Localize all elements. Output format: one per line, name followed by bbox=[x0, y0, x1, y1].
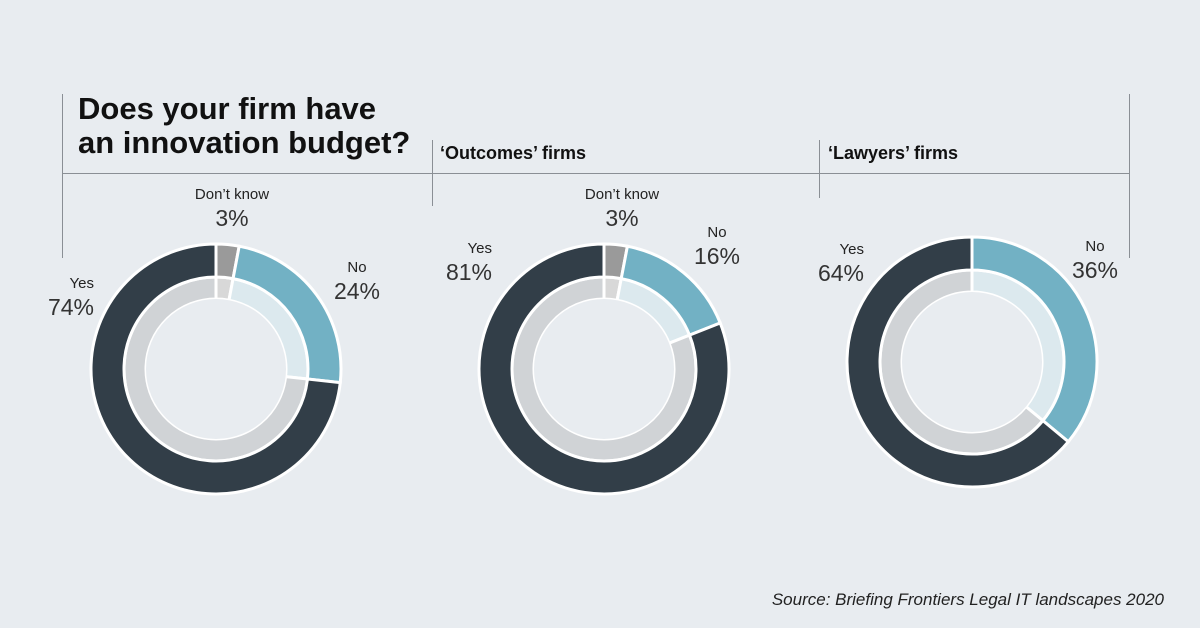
label-all-no-pct: 24% bbox=[333, 278, 381, 304]
label-lawyers-yes-pct: 64% bbox=[817, 260, 864, 286]
chart-title: Does your firm have an innovation budget… bbox=[78, 92, 410, 160]
subtitle-lawyers: ‘Lawyers’ firms bbox=[828, 143, 959, 163]
donut-hole bbox=[902, 292, 1042, 432]
divider-left-vertical bbox=[62, 94, 63, 258]
label-all-dont-know-pct: 3% bbox=[215, 205, 249, 231]
label-all-no-name: No bbox=[347, 259, 367, 276]
divider-right-vertical bbox=[819, 140, 820, 198]
label-outcomes-no-pct: 16% bbox=[693, 243, 741, 269]
subtitle-outcomes: ‘Outcomes’ firms bbox=[440, 143, 587, 163]
label-all-dont-know: Don’t know 3% bbox=[172, 186, 292, 232]
divider-far-right-vertical bbox=[1129, 94, 1130, 258]
label-outcomes-dont-know: Don’t know 3% bbox=[560, 186, 684, 232]
label-outcomes-no-name: No bbox=[707, 224, 727, 241]
label-all-yes: Yes 74% bbox=[30, 275, 94, 321]
label-lawyers-no-pct: 36% bbox=[1071, 257, 1119, 283]
label-outcomes-yes: Yes 81% bbox=[424, 240, 492, 286]
label-lawyers-yes-name: Yes bbox=[839, 241, 864, 258]
donut-hole bbox=[146, 299, 286, 439]
divider-middle-vertical bbox=[432, 140, 433, 206]
donut-segment-yes bbox=[845, 235, 1071, 489]
label-outcomes-no: No 16% bbox=[682, 224, 752, 270]
donut-hole bbox=[534, 299, 674, 439]
label-outcomes-dont-know-name: Don’t know bbox=[584, 186, 660, 203]
label-all-no: No 24% bbox=[322, 259, 392, 305]
chart-title-line-2: an innovation budget? bbox=[78, 125, 411, 160]
label-all-dont-know-name: Don’t know bbox=[194, 186, 270, 203]
donut-segment-yes bbox=[89, 242, 342, 496]
label-outcomes-dont-know-pct: 3% bbox=[605, 205, 639, 231]
label-lawyers-yes: Yes 64% bbox=[796, 241, 864, 287]
label-lawyers-no: No 36% bbox=[1058, 238, 1132, 284]
divider-horizontal bbox=[62, 173, 1130, 174]
chart-title-line-1: Does your firm have bbox=[78, 91, 377, 126]
label-outcomes-yes-name: Yes bbox=[467, 240, 492, 257]
label-all-yes-name: Yes bbox=[69, 275, 94, 292]
label-all-yes-pct: 74% bbox=[47, 294, 94, 320]
donut-chart-outcomes bbox=[477, 242, 731, 496]
source-note: Source: Briefing Frontiers Legal IT land… bbox=[771, 590, 1164, 609]
label-outcomes-yes-pct: 81% bbox=[445, 259, 492, 285]
donut-chart-lawyers bbox=[845, 235, 1099, 489]
donut-chart-all bbox=[89, 242, 343, 496]
label-lawyers-no-name: No bbox=[1085, 238, 1105, 255]
donut-segment-yes bbox=[477, 242, 731, 496]
